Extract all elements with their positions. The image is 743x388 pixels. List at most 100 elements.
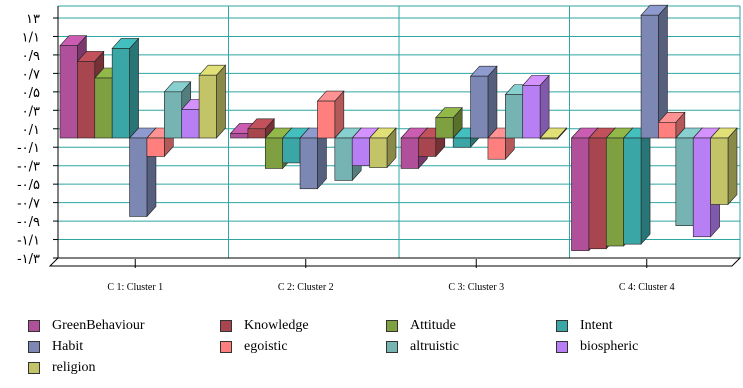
- y-tick-label: ۰/۷: [22, 67, 40, 82]
- y-tick-label: -۰/۵: [17, 178, 40, 193]
- bar-front: [164, 91, 183, 139]
- x-category-label: C 4: Cluster 4: [619, 282, 675, 293]
- bar-front: [435, 117, 454, 139]
- legend-item: egoistic: [220, 339, 288, 355]
- legend-label: religion: [52, 360, 96, 375]
- bar: [299, 127, 328, 190]
- legend-label: biospheric: [580, 339, 639, 354]
- x-axis-ticks: C 1: Cluster 1 C 2: Cluster 2 C 3: Cluster…: [107, 259, 675, 293]
- bar: [469, 65, 498, 139]
- bar-front: [571, 137, 590, 251]
- y-tick-label: ۰/۹: [22, 49, 40, 64]
- legend-item: GreenBehaviour: [28, 318, 145, 334]
- bar-side: [640, 127, 651, 245]
- bar-front: [522, 85, 541, 139]
- bar-front: [369, 137, 388, 168]
- bar: [368, 127, 397, 169]
- legend-swatch: [28, 362, 40, 374]
- legend-swatch: [220, 341, 232, 353]
- legend-item: Intent: [556, 318, 613, 334]
- y-tick-label: -۱/۱: [17, 234, 40, 249]
- bar-front: [129, 137, 148, 217]
- legend-swatch: [386, 341, 398, 353]
- legend-label: Knowledge: [244, 318, 309, 333]
- bar-front: [230, 133, 249, 139]
- bar: [522, 74, 550, 139]
- y-tick-label: -۱/۳: [17, 252, 40, 267]
- bar-front: [452, 137, 471, 148]
- bar-side: [487, 65, 498, 139]
- legend-label: GreenBehaviour: [52, 318, 145, 333]
- bar-front: [658, 122, 677, 139]
- bar: [111, 37, 140, 139]
- bar-front: [198, 74, 217, 139]
- bar-front: [111, 48, 130, 139]
- bar-front: [605, 137, 624, 247]
- chart: ۱۳ ۱/۱ ۰/۹ ۰/۷ ۰/۵ ۰/۳ ۰/۱ -۰/۱ -۰/۳ -۰/۵ -۰/۷ -۰/۹…: [17, 4, 742, 293]
- bar-side: [216, 64, 226, 139]
- bars: [59, 4, 738, 252]
- legend-item: Habit: [28, 339, 83, 355]
- legend-label: Intent: [580, 318, 613, 333]
- bar-side: [129, 37, 139, 139]
- bar-front: [317, 100, 336, 139]
- bar-front: [351, 137, 370, 166]
- x-axis-floor: [48, 257, 742, 267]
- bar-front: [282, 137, 301, 164]
- bar-side: [727, 127, 738, 206]
- bar-front: [181, 109, 200, 139]
- x-category-label: C 3: Cluster 3: [448, 282, 504, 293]
- y-tick-label: ۰/۳: [22, 104, 40, 119]
- legend-swatch: [220, 320, 232, 332]
- x-category-label: C 2: Cluster 2: [278, 282, 334, 293]
- y-tick-label: ۱/۱: [22, 30, 40, 45]
- bar-front: [146, 137, 165, 157]
- legend-item: biospheric: [556, 339, 638, 355]
- bar-front: [710, 137, 729, 205]
- bar: [198, 64, 227, 139]
- bar-front: [299, 137, 318, 190]
- y-tick-label: -۰/۱: [17, 141, 40, 156]
- legend-swatch: [28, 320, 40, 332]
- legend-item: Knowledge: [220, 318, 309, 334]
- bar: [435, 106, 463, 139]
- bar: [657, 111, 686, 139]
- y-axis-ticks: ۱۳ ۱/۱ ۰/۹ ۰/۷ ۰/۵ ۰/۳ ۰/۱ -۰/۱ -۰/۳ -۰/۵ -۰/۷ -۰/۹…: [17, 12, 58, 267]
- x-category-label: C 1: Cluster 1: [107, 282, 163, 293]
- bar-front: [470, 75, 489, 139]
- bar-front: [487, 137, 506, 160]
- y-tick-label: -۰/۷: [17, 197, 40, 212]
- legend-swatch: [28, 341, 40, 353]
- bar-front: [623, 137, 642, 245]
- bar-front: [418, 137, 437, 157]
- legend-item: religion: [28, 360, 96, 376]
- bar: [709, 127, 738, 206]
- y-tick-label: ۰/۵: [22, 86, 40, 101]
- y-tick-label: ۱۳: [26, 12, 40, 27]
- bar-front: [400, 137, 419, 169]
- bar-front: [675, 137, 694, 226]
- bar-front: [539, 137, 558, 140]
- bar-front: [94, 77, 113, 139]
- legend-label: egoistic: [244, 339, 288, 354]
- bar: [622, 127, 651, 245]
- legend-label: Attitude: [410, 318, 456, 333]
- bar-front: [59, 45, 78, 139]
- bar-front: [588, 137, 607, 250]
- bar: [640, 4, 669, 139]
- legend-swatch: [386, 320, 398, 332]
- bar-front: [264, 137, 283, 169]
- bar-front: [77, 61, 96, 139]
- bar-front: [334, 137, 353, 181]
- legend-swatch: [556, 320, 568, 332]
- legend-swatch: [556, 341, 568, 353]
- legend-item: altruistic: [386, 339, 459, 355]
- legend-item: Attitude: [386, 318, 456, 334]
- bar-side: [539, 74, 550, 139]
- y-tick-label: -۰/۹: [17, 215, 40, 230]
- bar: [247, 117, 275, 139]
- bar: [539, 127, 568, 140]
- bar-front: [692, 137, 711, 238]
- bar: [316, 90, 345, 139]
- y-tick-label: -۰/۳: [17, 160, 40, 175]
